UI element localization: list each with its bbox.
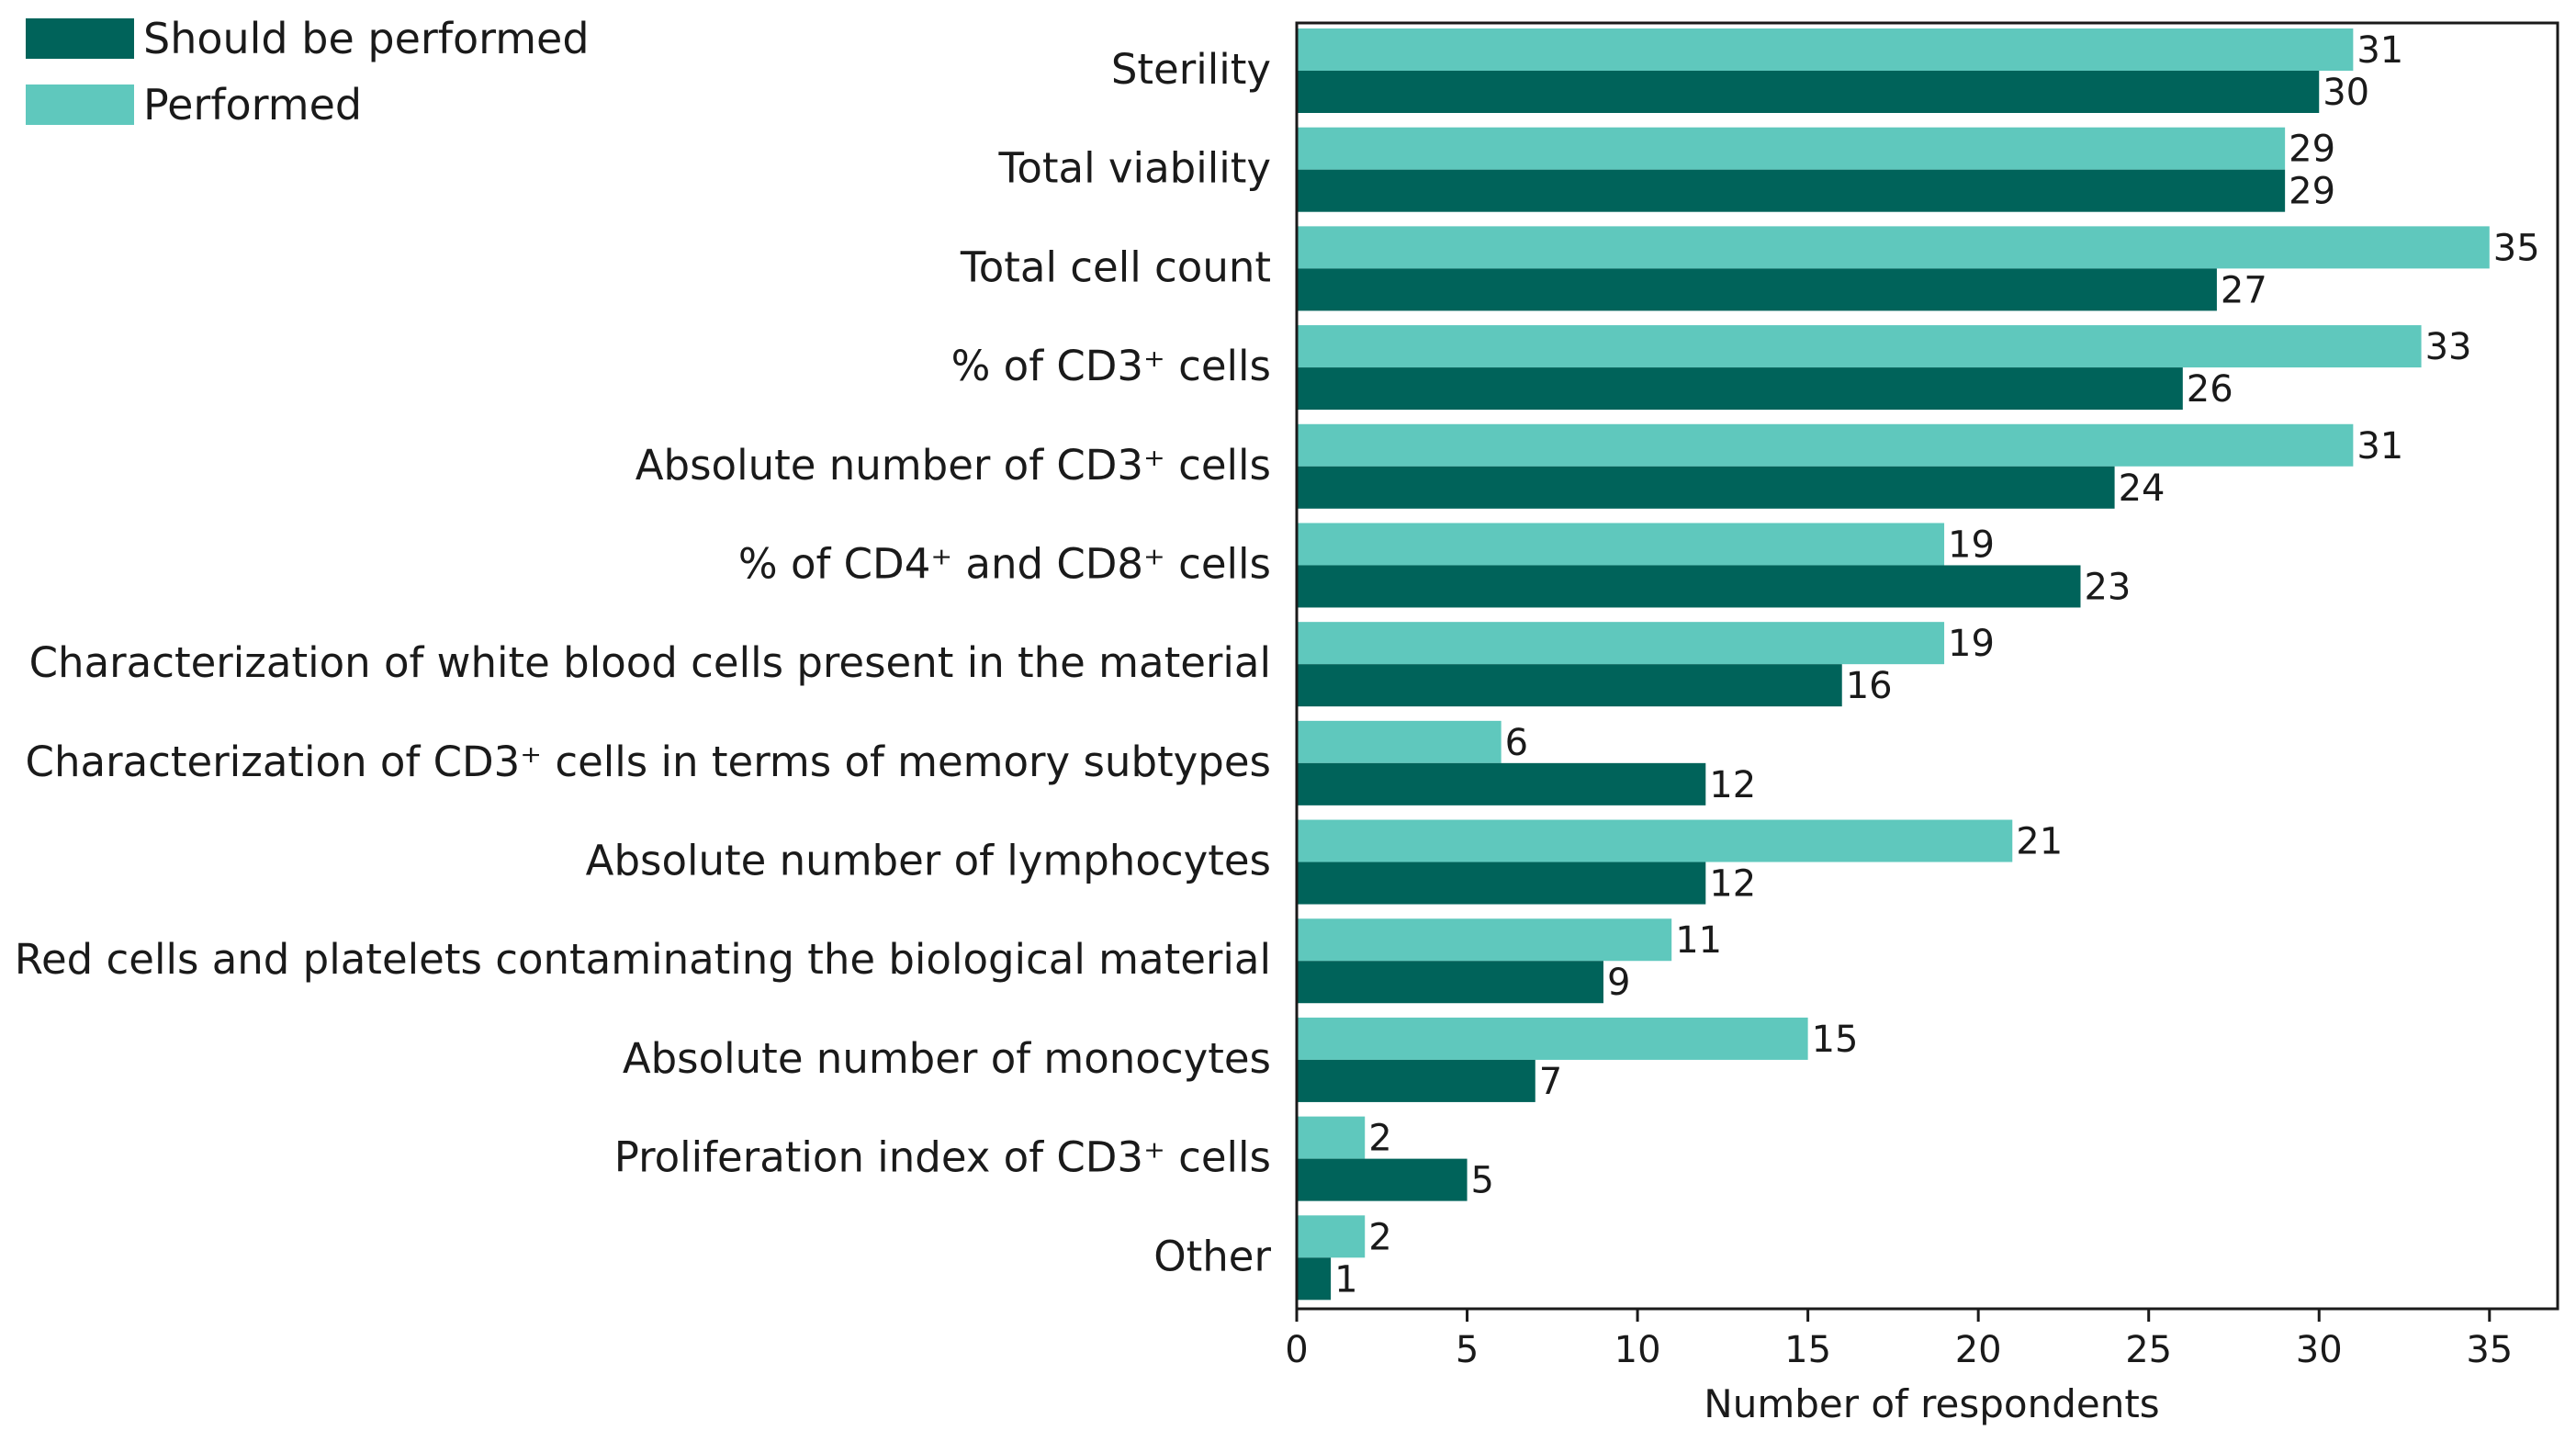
value-label-should-be-performed-characterization-of-cd3-cells-in-terms-of-memory-subtypes: 12 bbox=[1709, 764, 1756, 806]
x-axis-title: Number of respondents bbox=[1704, 1381, 2159, 1426]
x-tick-label-25: 25 bbox=[2125, 1329, 2172, 1371]
bar-should-be-performed-total-viability bbox=[1297, 169, 2286, 212]
value-label-should-be-performed-characterization-of-white-blood-cells-present-in-the-material: 16 bbox=[1846, 665, 1893, 707]
x-tick-label-15: 15 bbox=[1784, 1329, 1831, 1371]
bar-performed-absolute-number-of-monocytes bbox=[1297, 1017, 1808, 1060]
x-tick-label-35: 35 bbox=[2466, 1329, 2513, 1371]
x-tick-label-30: 30 bbox=[2296, 1329, 2343, 1371]
value-label-performed-absolute-number-of-cd3-cells: 31 bbox=[2357, 425, 2403, 467]
x-tick-label-0: 0 bbox=[1285, 1329, 1308, 1371]
bar-performed-of-cd3-cells bbox=[1297, 325, 2422, 368]
x-tick-label-5: 5 bbox=[1456, 1329, 1479, 1371]
bar-should-be-performed-absolute-number-of-monocytes bbox=[1297, 1059, 1535, 1102]
x-tick-label-10: 10 bbox=[1614, 1329, 1661, 1371]
bar-performed-red-cells-and-platelets-contaminating-the-biological-material bbox=[1297, 918, 1672, 962]
legend-label-should-be-performed: Should be performed bbox=[143, 14, 590, 63]
category-label-characterization-of-cd3-cells-in-terms-of-memory-subtypes: Characterization of CD3⁺ cells in terms … bbox=[26, 738, 1271, 786]
value-label-performed-total-viability: 29 bbox=[2289, 129, 2335, 171]
value-label-performed-characterization-of-white-blood-cells-present-in-the-material: 19 bbox=[1948, 623, 1995, 665]
bar-should-be-performed-absolute-number-of-lymphocytes bbox=[1297, 862, 1706, 905]
value-label-performed-absolute-number-of-lymphocytes: 21 bbox=[2016, 821, 2063, 863]
value-label-performed-of-cd4-and-cd8-cells: 19 bbox=[1948, 524, 1995, 566]
bar-performed-total-viability bbox=[1297, 127, 2286, 170]
bar-should-be-performed-characterization-of-cd3-cells-in-terms-of-memory-subtypes bbox=[1297, 762, 1706, 805]
value-label-should-be-performed-of-cd4-and-cd8-cells: 23 bbox=[2084, 566, 2131, 608]
legend-swatch-performed bbox=[26, 84, 134, 125]
bar-should-be-performed-total-cell-count bbox=[1297, 268, 2217, 311]
plot-frame bbox=[1295, 21, 2559, 1311]
category-label-of-cd4-and-cd8-cells: % of CD4⁺ and CD8⁺ cells bbox=[738, 539, 1271, 588]
category-label-other: Other bbox=[1153, 1232, 1271, 1280]
value-label-should-be-performed-total-viability: 29 bbox=[2289, 171, 2335, 213]
value-label-performed-proliferation-index-of-cd3-cells: 2 bbox=[1368, 1118, 1391, 1160]
bar-performed-characterization-of-cd3-cells-in-terms-of-memory-subtypes bbox=[1297, 720, 1502, 763]
category-label-sterility: Sterility bbox=[1111, 45, 1271, 94]
value-label-performed-characterization-of-cd3-cells-in-terms-of-memory-subtypes: 6 bbox=[1505, 722, 1528, 764]
value-label-should-be-performed-of-cd3-cells: 26 bbox=[2187, 368, 2233, 411]
value-label-should-be-performed-absolute-number-of-cd3-cells: 24 bbox=[2119, 467, 2165, 510]
bar-should-be-performed-red-cells-and-platelets-contaminating-the-biological-material bbox=[1297, 961, 1603, 1004]
bar-performed-absolute-number-of-lymphocytes bbox=[1297, 819, 2013, 862]
bar-should-be-performed-sterility bbox=[1297, 71, 2320, 113]
category-label-total-viability: Total viability bbox=[998, 144, 1271, 193]
x-axis: 0 5 10 15 20 25 30 35 bbox=[1285, 1309, 2513, 1371]
value-label-should-be-performed-proliferation-index-of-cd3-cells: 5 bbox=[1471, 1160, 1494, 1202]
bar-should-be-performed-other bbox=[1297, 1257, 1332, 1301]
value-label-performed-of-cd3-cells: 33 bbox=[2425, 326, 2472, 368]
bar-performed-total-cell-count bbox=[1297, 226, 2490, 269]
category-label-of-cd3-cells: % of CD3⁺ cells bbox=[951, 342, 1271, 390]
category-label-red-cells-and-platelets-contaminating-the-biological-material: Red cells and platelets contaminating th… bbox=[15, 935, 1271, 984]
value-label-performed-other: 2 bbox=[1368, 1216, 1391, 1258]
legend-swatch-should-be-performed bbox=[26, 18, 134, 59]
x-tick-label-20: 20 bbox=[1955, 1329, 2002, 1371]
value-label-performed-total-cell-count: 35 bbox=[2493, 227, 2540, 269]
category-label-absolute-number-of-monocytes: Absolute number of monocytes bbox=[623, 1034, 1271, 1083]
value-label-should-be-performed-absolute-number-of-monocytes: 7 bbox=[1539, 1061, 1562, 1103]
category-label-proliferation-index-of-cd3-cells: Proliferation index of CD3⁺ cells bbox=[614, 1133, 1271, 1182]
bar-performed-of-cd4-and-cd8-cells bbox=[1297, 523, 1945, 566]
legend-label-performed: Performed bbox=[143, 80, 362, 130]
category-label-absolute-number-of-cd3-cells: Absolute number of CD3⁺ cells bbox=[636, 441, 1271, 490]
category-label-absolute-number-of-lymphocytes: Absolute number of lymphocytes bbox=[586, 837, 1271, 885]
bars-layer bbox=[1297, 28, 2490, 1301]
bar-performed-absolute-number-of-cd3-cells bbox=[1297, 423, 2354, 467]
value-label-performed-absolute-number-of-monocytes: 15 bbox=[1812, 1019, 1859, 1061]
value-label-should-be-performed-total-cell-count: 27 bbox=[2221, 269, 2267, 311]
bar-performed-sterility bbox=[1297, 28, 2354, 71]
value-labels: 3130292935273326312419231916612211211915… bbox=[1334, 29, 2540, 1301]
bar-performed-other bbox=[1297, 1215, 1366, 1258]
bar-should-be-performed-characterization-of-white-blood-cells-present-in-the-material bbox=[1297, 664, 1842, 707]
value-label-should-be-performed-sterility: 30 bbox=[2323, 72, 2369, 114]
bar-should-be-performed-absolute-number-of-cd3-cells bbox=[1297, 466, 2115, 509]
bar-should-be-performed-of-cd4-and-cd8-cells bbox=[1297, 565, 2081, 608]
category-labels: Sterility Total viability Total cell count… bbox=[15, 45, 1272, 1280]
bar-should-be-performed-of-cd3-cells bbox=[1297, 367, 2183, 411]
value-label-should-be-performed-red-cells-and-platelets-contaminating-the-biological-material: 9 bbox=[1607, 962, 1630, 1004]
value-label-should-be-performed-other: 1 bbox=[1334, 1258, 1357, 1301]
value-label-performed-sterility: 31 bbox=[2357, 29, 2403, 72]
legend: Should be performed Performed bbox=[26, 14, 590, 130]
bar-performed-proliferation-index-of-cd3-cells bbox=[1297, 1116, 1366, 1159]
bar-should-be-performed-proliferation-index-of-cd3-cells bbox=[1297, 1158, 1468, 1201]
category-label-characterization-of-white-blood-cells-present-in-the-material: Characterization of white blood cells pr… bbox=[29, 638, 1271, 687]
category-label-total-cell-count: Total cell count bbox=[960, 242, 1271, 291]
value-label-should-be-performed-absolute-number-of-lymphocytes: 12 bbox=[1709, 863, 1756, 906]
value-label-performed-red-cells-and-platelets-contaminating-the-biological-material: 11 bbox=[1675, 919, 1722, 962]
bar-performed-characterization-of-white-blood-cells-present-in-the-material bbox=[1297, 622, 1945, 665]
